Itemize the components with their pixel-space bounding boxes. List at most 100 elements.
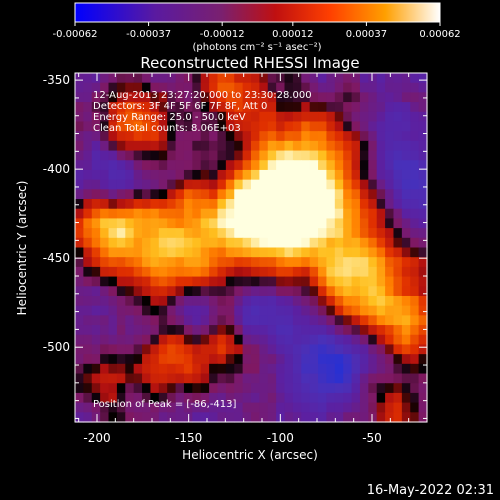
heatmap-cell: [217, 140, 227, 152]
heatmap-cell: [267, 383, 277, 394]
heatmap-cell: [385, 111, 395, 123]
heatmap-cell: [393, 344, 403, 355]
heatmap-cell: [91, 102, 101, 113]
heatmap-cell: [142, 73, 152, 84]
heatmap-cell: [418, 286, 428, 297]
heatmap-cell: [83, 82, 93, 93]
heatmap-cell: [158, 102, 168, 113]
heatmap-cell: [192, 111, 202, 123]
heatmap-cell: [192, 160, 202, 171]
heatmap-cell: [393, 315, 403, 326]
heatmap-cell: [234, 218, 244, 229]
heatmap-cell: [192, 295, 202, 307]
heatmap-cell: [276, 325, 286, 336]
heatmap-cell: [133, 131, 143, 142]
heatmap-cell: [359, 228, 369, 239]
heatmap-cell: [410, 286, 420, 297]
heatmap-cell: [83, 383, 93, 394]
heatmap-cell: [401, 276, 411, 287]
heatmap-cell: [225, 102, 235, 113]
heatmap-cell: [183, 111, 193, 123]
heatmap-cell: [142, 199, 152, 210]
heatmap-cell: [234, 208, 244, 220]
heatmap-cell: [91, 325, 101, 336]
heatmap-cell: [125, 102, 135, 113]
heatmap-cell: [183, 247, 193, 258]
heatmap-cell: [301, 169, 311, 181]
heatmap-cell: [91, 392, 101, 404]
heatmap-cell: [167, 111, 177, 123]
heatmap-cell: [251, 179, 260, 190]
heatmap-cell: [217, 218, 227, 229]
heatmap-cell: [175, 305, 185, 316]
heatmap-cell: [401, 402, 411, 413]
heatmap-cell: [234, 169, 244, 181]
heatmap-cell: [167, 295, 177, 307]
heatmap-cell: [108, 325, 118, 336]
heatmap-cell: [385, 266, 395, 278]
heatmap-cell: [133, 218, 143, 229]
heatmap-cell: [309, 325, 319, 336]
heatmap-cell: [75, 73, 84, 84]
heatmap-cell: [368, 295, 378, 307]
heatmap-cell: [167, 392, 177, 404]
heatmap-cell: [251, 363, 260, 375]
heatmap-cell: [343, 189, 353, 200]
heatmap-cell: [75, 402, 84, 413]
heatmap-cell: [217, 199, 227, 210]
heatmap-cell: [368, 402, 378, 413]
heatmap-cell: [359, 199, 369, 210]
heatmap-cell: [83, 363, 93, 375]
heatmap-cell: [234, 363, 244, 375]
heatmap-cell: [116, 237, 126, 249]
heatmap-cell: [200, 92, 210, 103]
heatmap-cell: [301, 344, 311, 355]
heatmap-cell: [133, 383, 143, 394]
heatmap-cell: [368, 92, 378, 103]
heatmap-cell: [401, 131, 411, 142]
heatmap-cell: [343, 373, 353, 384]
heatmap-cell: [359, 92, 369, 103]
heatmap-cell: [116, 102, 126, 113]
heatmap-cell: [125, 111, 135, 123]
heatmap-cell: [284, 218, 294, 229]
heatmap-cell: [133, 354, 143, 365]
heatmap-cell: [318, 169, 328, 181]
heatmap-cell: [108, 412, 118, 423]
heatmap-cell: [116, 363, 126, 375]
heatmap-cell: [133, 412, 143, 423]
heatmap-cell: [209, 315, 219, 326]
heatmap-cell: [410, 373, 420, 384]
heatmap-cell: [75, 131, 84, 142]
heatmap-cell: [150, 189, 160, 200]
heatmap-cell: [309, 392, 319, 404]
heatmap-cell: [217, 189, 227, 200]
heatmap-cell: [91, 189, 101, 200]
heatmap-cell: [309, 169, 319, 181]
heatmap-cell: [200, 363, 210, 375]
heatmap-cell: [309, 412, 319, 423]
heatmap-cell: [175, 131, 185, 142]
heatmap-cell: [301, 276, 311, 287]
heatmap-cell: [91, 208, 101, 220]
heatmap-cell: [142, 325, 152, 336]
heatmap-cell: [276, 344, 286, 355]
heatmap-cell: [116, 228, 126, 239]
heatmap-cell: [217, 383, 227, 394]
heatmap-cell: [75, 354, 84, 365]
heatmap-cell: [309, 208, 319, 220]
heatmap-cell: [100, 169, 110, 181]
heatmap-cell: [267, 344, 277, 355]
heatmap-cell: [401, 257, 411, 268]
heatmap-cell: [401, 179, 411, 190]
heatmap-cell: [418, 140, 428, 152]
heatmap-cell: [318, 82, 328, 93]
colorbar-unit-label: (photons cm⁻² s⁻¹ asec⁻²): [192, 42, 321, 53]
heatmap-cell: [125, 305, 135, 316]
heatmap-cell: [284, 131, 294, 142]
heatmap-cell: [200, 189, 210, 200]
heatmap-cell: [385, 392, 395, 404]
heatmap-cell: [242, 334, 252, 346]
heatmap-cell: [158, 179, 168, 190]
heatmap-cell: [209, 412, 219, 423]
